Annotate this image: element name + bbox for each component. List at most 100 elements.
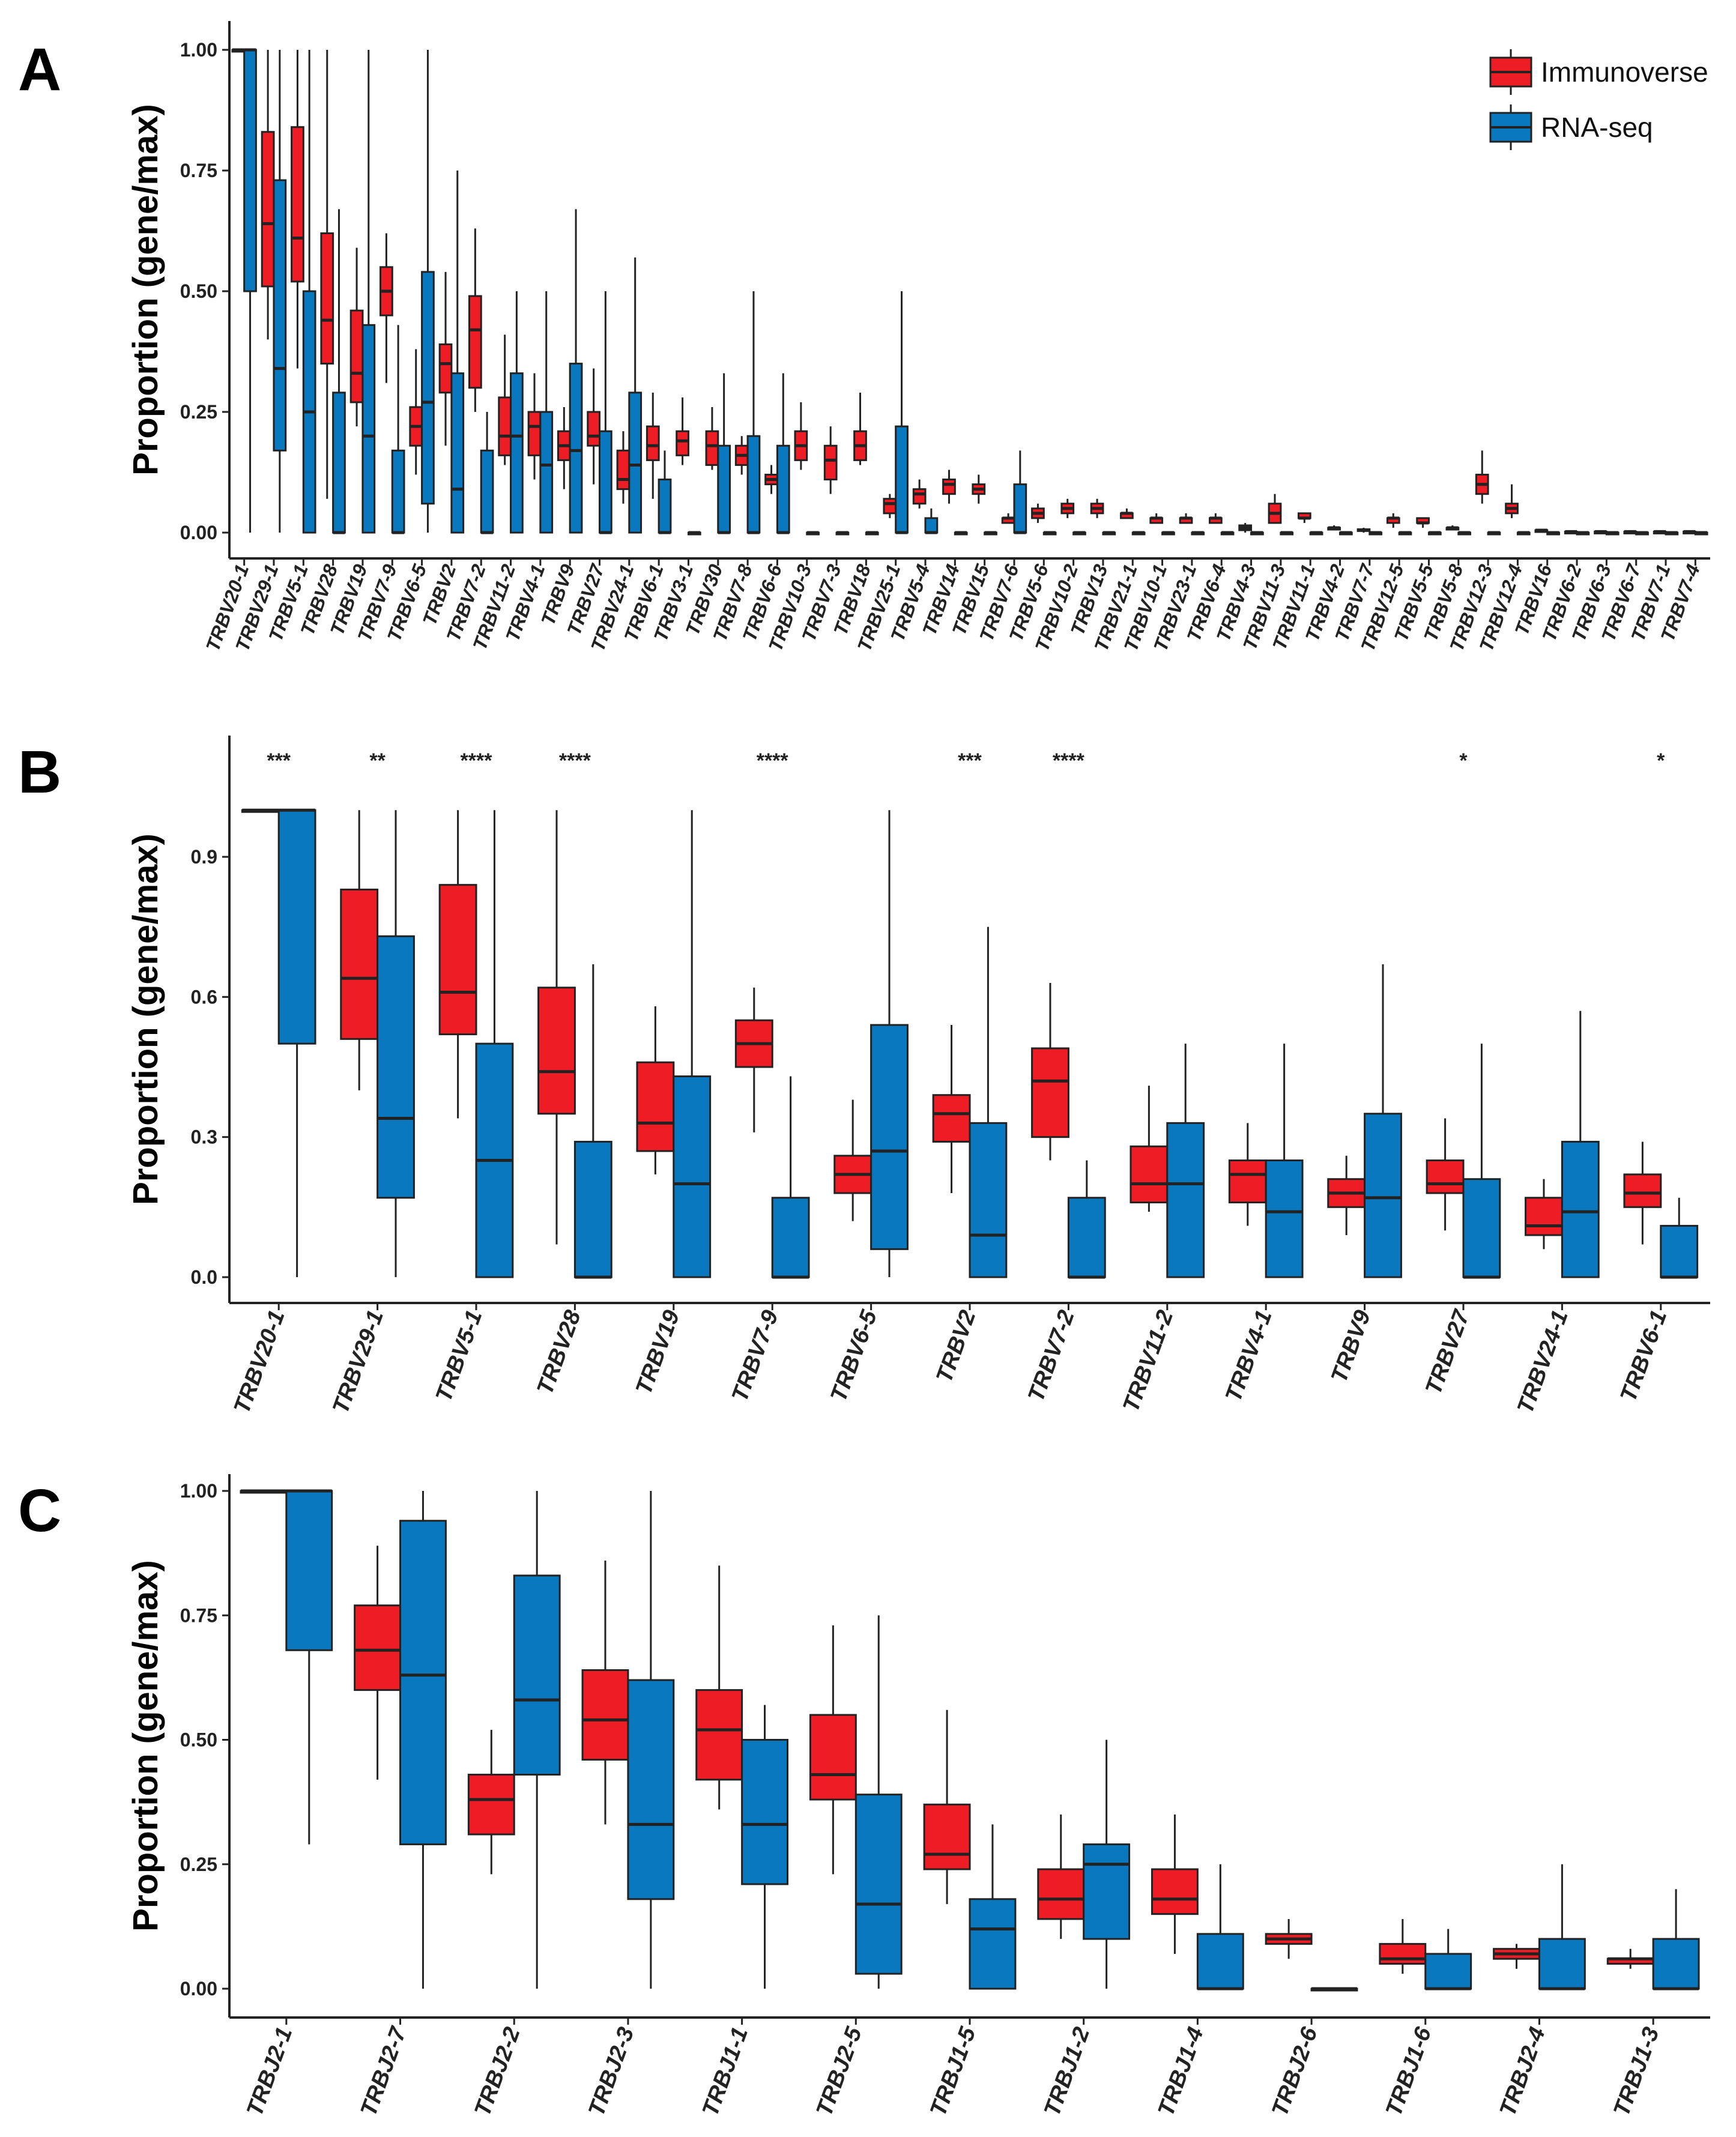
box-immunoverse [705, 430, 719, 466]
box-rna-seq [658, 479, 672, 534]
significance-marker: * [1657, 749, 1665, 772]
significance-marker: *** [958, 749, 982, 772]
panel-letter: B [18, 739, 61, 806]
significance-marker: ** [369, 749, 386, 772]
box-rna-seq [1067, 1197, 1106, 1278]
box-rna-seq [1265, 1159, 1304, 1278]
box-rna-seq [1462, 1178, 1501, 1278]
box-immunoverse [354, 1604, 402, 1691]
box-rna-seq [1538, 1938, 1586, 1990]
box-rna-seq [776, 444, 790, 534]
box-immunoverse [340, 888, 379, 1040]
y-axis-label: Proportion (gene/max) [126, 1560, 165, 1932]
box-immunoverse [695, 1689, 743, 1781]
box-immunoverse [676, 430, 689, 456]
y-tick-label: 0.50 [180, 1729, 217, 1751]
y-tick-label: 0.00 [180, 522, 217, 543]
y-tick-label: 0.0 [191, 1266, 217, 1288]
legend: Immunoverse RNA-seq [1489, 49, 1708, 150]
box-rna-seq [771, 1197, 810, 1278]
box-immunoverse [527, 411, 542, 456]
box-immunoverse [349, 309, 364, 404]
box-rna-seq [361, 324, 376, 534]
box-immunoverse [587, 411, 600, 447]
box-rna-seq [1652, 1938, 1700, 1990]
box-immunoverse [1037, 1868, 1085, 1920]
box-immunoverse [616, 449, 631, 491]
y-tick-label: 0.50 [180, 280, 217, 302]
y-tick-label: 0.25 [180, 1854, 217, 1875]
legend-label-immunoverse: Immunoverse [1541, 56, 1708, 88]
significance-marker: **** [1053, 749, 1085, 772]
box-rna-seq [969, 1898, 1017, 1990]
box-rna-seq [480, 449, 494, 534]
panel-letter: A [18, 36, 61, 103]
legend-label-rnaseq: RNA-seq [1541, 112, 1653, 143]
box-rna-seq [599, 430, 612, 534]
y-tick-label: 0.00 [180, 1978, 217, 1999]
box-rna-seq [1364, 1113, 1402, 1278]
box-immunoverse [646, 425, 660, 461]
y-tick-label: 0.75 [180, 1604, 217, 1626]
box-rna-seq [870, 1024, 909, 1250]
significance-marker: * [1459, 749, 1468, 772]
box-immunoverse [1031, 1047, 1069, 1138]
box-rna-seq [895, 425, 909, 534]
y-tick-label: 0.75 [180, 160, 217, 181]
panel-letter: C [18, 1477, 61, 1544]
box-immunoverse [942, 479, 956, 495]
y-tick-label: 0.9 [191, 846, 217, 868]
box-immunoverse [1426, 1159, 1465, 1194]
box-rna-seq [969, 1122, 1008, 1278]
box-immunoverse [537, 987, 576, 1115]
box-rna-seq [243, 49, 257, 292]
box-immunoverse [636, 1061, 675, 1152]
box-immunoverse [498, 396, 512, 456]
box-rna-seq [673, 1075, 712, 1278]
box-immunoverse [912, 488, 927, 505]
box-immunoverse [809, 1714, 857, 1801]
box-immunoverse [468, 295, 482, 389]
box-rna-seq [573, 1140, 612, 1278]
box-immunoverse [1525, 1197, 1563, 1236]
box-immunoverse [467, 1774, 515, 1836]
box-rna-seq [1166, 1122, 1205, 1278]
box-immunoverse [291, 126, 304, 283]
box-immunoverse [1228, 1159, 1267, 1204]
box-rna-seq [1424, 1953, 1472, 1990]
significance-marker: **** [461, 749, 493, 772]
y-axis-label: Proportion (gene/max) [126, 104, 165, 476]
box-immunoverse [1379, 1942, 1427, 1965]
box-immunoverse [581, 1669, 629, 1761]
box-rna-seq [539, 411, 554, 534]
box-rna-seq [1561, 1140, 1600, 1278]
y-axis-label: Proportion (gene/max) [126, 833, 165, 1205]
significance-marker: **** [559, 749, 591, 772]
box-rna-seq [854, 1794, 903, 1975]
box-rna-seq [510, 372, 524, 534]
box-immunoverse [1151, 1868, 1199, 1915]
box-immunoverse [823, 444, 838, 481]
y-tick-label: 1.00 [180, 1480, 217, 1502]
box-immunoverse [1130, 1145, 1169, 1204]
significance-marker: **** [757, 749, 789, 772]
box-rna-seq [1013, 483, 1027, 534]
box-immunoverse [932, 1094, 971, 1143]
box-rna-seq [628, 391, 643, 534]
box-rna-seq [332, 391, 346, 534]
box-rna-seq [717, 444, 731, 534]
box-immunoverse [923, 1803, 971, 1870]
box-rna-seq [741, 1739, 788, 1885]
box-rna-seq [627, 1679, 675, 1900]
box-rna-seq [746, 435, 761, 534]
box-rna-seq [277, 809, 316, 1045]
box-rna-seq [273, 179, 287, 452]
y-tick-label: 0.3 [191, 1126, 217, 1148]
y-tick-label: 0.6 [191, 986, 217, 1008]
box-rna-seq [450, 372, 465, 534]
box-immunoverse [320, 232, 334, 365]
box-rna-seq [421, 271, 435, 505]
box-rna-seq [924, 517, 939, 534]
